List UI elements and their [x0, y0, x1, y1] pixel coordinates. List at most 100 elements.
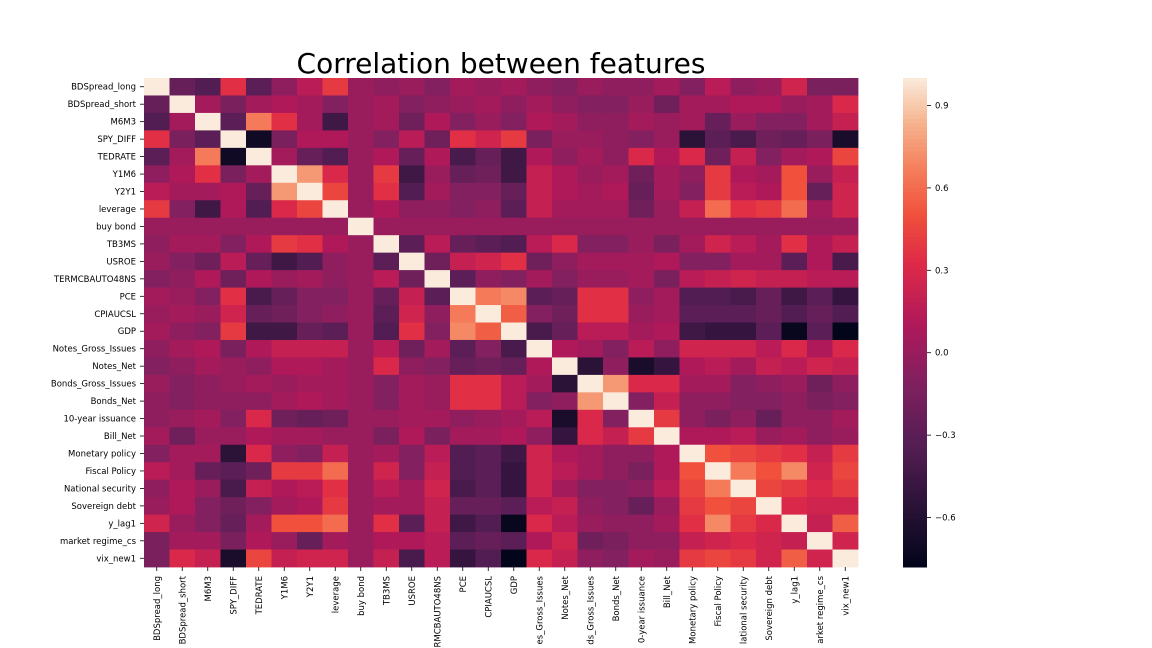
- heatmap-cell: [322, 252, 349, 271]
- heatmap-cell: [501, 305, 527, 323]
- heatmap-cell: [577, 252, 604, 271]
- heatmap-cell: [475, 444, 502, 463]
- heatmap-cell: [654, 287, 680, 306]
- colorbar-segment: [903, 497, 927, 503]
- heatmap-cell: [246, 78, 272, 96]
- y-tick-label: market regime_cs: [60, 537, 137, 547]
- heatmap-cell: [450, 252, 476, 271]
- heatmap-cell: [501, 182, 527, 201]
- heatmap-cell: [501, 549, 527, 568]
- colorbar-segment: [903, 530, 927, 535]
- colorbar-segment: [903, 183, 927, 189]
- heatmap-cell: [756, 374, 782, 393]
- colorbar-segment: [903, 416, 927, 421]
- heatmap-cell: [603, 130, 629, 149]
- heatmap-cell: [348, 95, 374, 114]
- heatmap-cell: [450, 95, 476, 114]
- heatmap-cell: [654, 112, 680, 131]
- heatmap-cell: [679, 532, 706, 550]
- heatmap-cell: [807, 147, 833, 166]
- heatmap-cell: [807, 78, 833, 96]
- heatmap-cell: [220, 549, 247, 568]
- heatmap-cell: [628, 374, 655, 393]
- heatmap-cell: [322, 112, 349, 131]
- heatmap-cell: [807, 479, 833, 498]
- heatmap-cell: [832, 130, 859, 149]
- heatmap-cell: [246, 305, 272, 323]
- heatmap-cell: [679, 165, 706, 184]
- heatmap-cell: [220, 532, 247, 550]
- heatmap-cell: [297, 514, 323, 533]
- heatmap-cell: [526, 532, 553, 550]
- heatmap-cell: [501, 444, 527, 463]
- heatmap-cell: [781, 339, 808, 358]
- heatmap-cell: [271, 549, 298, 568]
- heatmap-cell: [475, 130, 502, 149]
- heatmap-cell: [475, 514, 502, 533]
- heatmap-cell: [322, 427, 349, 446]
- y-tick-label: GDP: [118, 327, 136, 337]
- heatmap-cell: [450, 339, 476, 358]
- heatmap-cell: [195, 427, 221, 446]
- heatmap-cell: [730, 95, 757, 114]
- heatmap-cell: [603, 252, 629, 271]
- heatmap-cell: [679, 305, 706, 323]
- colorbar-segment: [903, 273, 927, 279]
- heatmap-cell: [195, 322, 221, 341]
- heatmap-cell: [654, 200, 680, 219]
- heatmap-cell: [756, 95, 782, 114]
- heatmap-cell: [679, 497, 706, 515]
- heatmap-cell: [322, 305, 349, 323]
- colorbar-segment: [903, 477, 927, 482]
- heatmap-cell: [807, 392, 833, 411]
- heatmap-cell: [603, 112, 629, 131]
- heatmap-cell: [195, 462, 221, 481]
- heatmap-cell: [399, 217, 425, 236]
- heatmap-cell: [603, 270, 629, 288]
- heatmap-cell: [297, 427, 323, 446]
- heatmap-cell: [501, 78, 527, 96]
- heatmap-cell: [271, 112, 298, 131]
- heatmap-cell: [756, 287, 782, 306]
- heatmap-cells: [144, 78, 859, 568]
- heatmap-cell: [399, 497, 425, 515]
- colorbar-segment: [903, 518, 927, 523]
- x-tick-label: Notes_Net: [561, 575, 571, 619]
- heatmap-cell: [756, 409, 782, 428]
- x-tick-label: SPY_DIFF: [229, 576, 239, 615]
- heatmap-cell: [756, 392, 782, 411]
- colorbar-segment: [903, 285, 927, 291]
- heatmap-cell: [144, 287, 170, 306]
- heatmap-cell: [399, 182, 425, 201]
- heatmap-cell: [730, 479, 757, 498]
- heatmap-cell: [450, 427, 476, 446]
- heatmap-cell: [526, 217, 553, 236]
- heatmap-cell: [348, 497, 374, 515]
- colorbar-segment: [903, 550, 927, 556]
- colorbar-segment: [903, 86, 927, 91]
- heatmap-cell: [832, 112, 859, 131]
- heatmap-cell: [628, 322, 655, 341]
- heatmap-cell: [373, 252, 400, 271]
- x-tick-label: y_lag1: [790, 576, 800, 604]
- heatmap-cell: [705, 182, 731, 201]
- heatmap-cell: [399, 287, 425, 306]
- heatmap-cell: [654, 409, 680, 428]
- heatmap-cell: [271, 339, 298, 358]
- heatmap-cell: [628, 305, 655, 323]
- heatmap-cell: [271, 444, 298, 463]
- heatmap-cell: [450, 305, 476, 323]
- heatmap-cell: [832, 270, 859, 288]
- heatmap-cell: [475, 322, 502, 341]
- heatmap-cell: [781, 95, 808, 114]
- heatmap-cell: [246, 514, 272, 533]
- heatmap-cell: [501, 514, 527, 533]
- heatmap-cell: [271, 532, 298, 550]
- y-tick-label: USROE: [106, 257, 136, 267]
- heatmap-cell: [603, 147, 629, 166]
- heatmap-cell: [552, 252, 578, 271]
- colorbar-segment: [903, 379, 927, 385]
- heatmap-cell: [781, 235, 808, 254]
- x-tick-label: BDSpread_short: [178, 575, 188, 644]
- heatmap-cell: [577, 444, 604, 463]
